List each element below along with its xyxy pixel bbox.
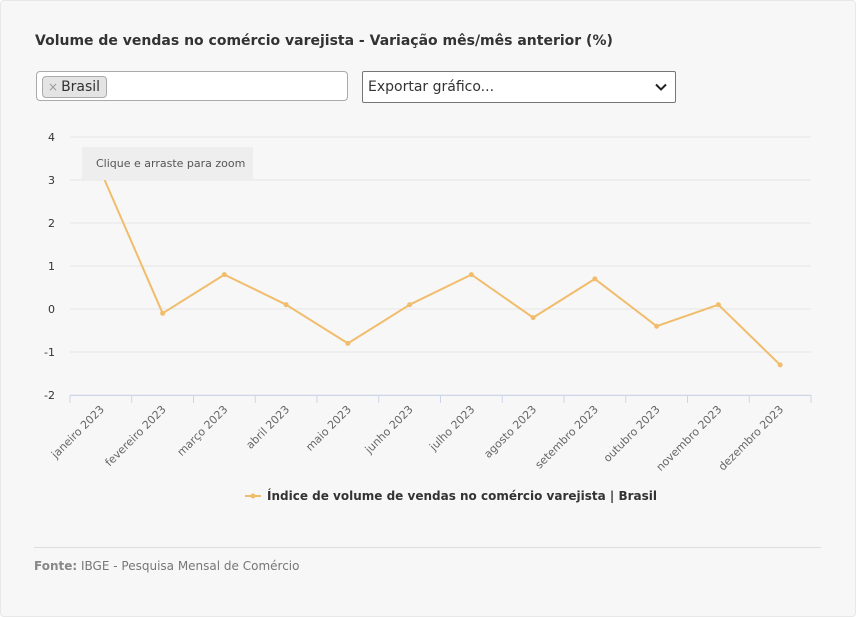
x-tick-label: fevereiro 2023 [103, 403, 169, 469]
zoom-hint: Clique e arraste para zoom [82, 147, 253, 180]
y-tick-label: -2 [44, 389, 55, 402]
series-line[interactable] [99, 171, 781, 366]
data-point[interactable] [592, 276, 598, 282]
y-tick-label: 0 [48, 303, 55, 316]
data-point[interactable] [283, 302, 289, 308]
location-chip-label: Brasil [61, 79, 101, 95]
data-point[interactable] [345, 340, 351, 346]
export-select-value: Exportar gráfico... [368, 79, 495, 95]
data-point[interactable] [530, 315, 536, 321]
chart-title: Volume de vendas no comércio varejista -… [35, 33, 613, 49]
data-point[interactable] [777, 362, 783, 368]
x-tick-label: julho 2023 [426, 403, 477, 454]
data-point[interactable] [221, 272, 227, 278]
data-point[interactable] [715, 302, 721, 308]
x-tick-label: maio 2023 [303, 403, 354, 454]
location-filter-input[interactable]: × Brasil [36, 71, 348, 101]
data-point[interactable] [160, 310, 166, 316]
y-tick-label: 4 [48, 131, 55, 144]
x-tick-label: março 2023 [175, 403, 231, 459]
x-tick-label: junho 2023 [362, 403, 416, 457]
x-tick-label: abril 2023 [244, 403, 293, 452]
chart-series[interactable] [98, 168, 783, 368]
legend-item[interactable]: Índice de volume de vendas no comércio v… [245, 489, 657, 503]
x-tick-label: setembro 2023 [533, 403, 601, 471]
footer-divider [34, 547, 821, 548]
y-tick-label: 2 [48, 217, 55, 230]
data-point[interactable] [407, 302, 413, 308]
x-tick-label: outubro 2023 [601, 403, 663, 465]
x-tick-label: janeiro 2023 [48, 403, 107, 462]
y-tick-label: 1 [48, 260, 55, 273]
remove-chip-icon[interactable]: × [48, 80, 59, 94]
y-tick-label: 3 [48, 174, 55, 187]
data-point[interactable] [654, 323, 660, 329]
x-tick-label: novembro 2023 [654, 403, 725, 474]
source-label: Fonte: [34, 559, 78, 573]
chevron-down-icon [655, 83, 667, 91]
data-point[interactable] [468, 272, 474, 278]
export-chart-select[interactable]: Exportar gráfico... [362, 71, 676, 103]
x-tick-label: agosto 2023 [481, 403, 539, 461]
source-footer: Fonte: IBGE - Pesquisa Mensal de Comérci… [34, 559, 299, 573]
legend-label: Índice de volume de vendas no comércio v… [267, 489, 657, 503]
source-text: IBGE - Pesquisa Mensal de Comércio [81, 559, 300, 573]
y-tick-label: -1 [44, 346, 55, 359]
x-tick-label: dezembro 2023 [716, 403, 786, 473]
location-chip: × Brasil [42, 76, 108, 98]
legend-line-icon [245, 493, 261, 499]
